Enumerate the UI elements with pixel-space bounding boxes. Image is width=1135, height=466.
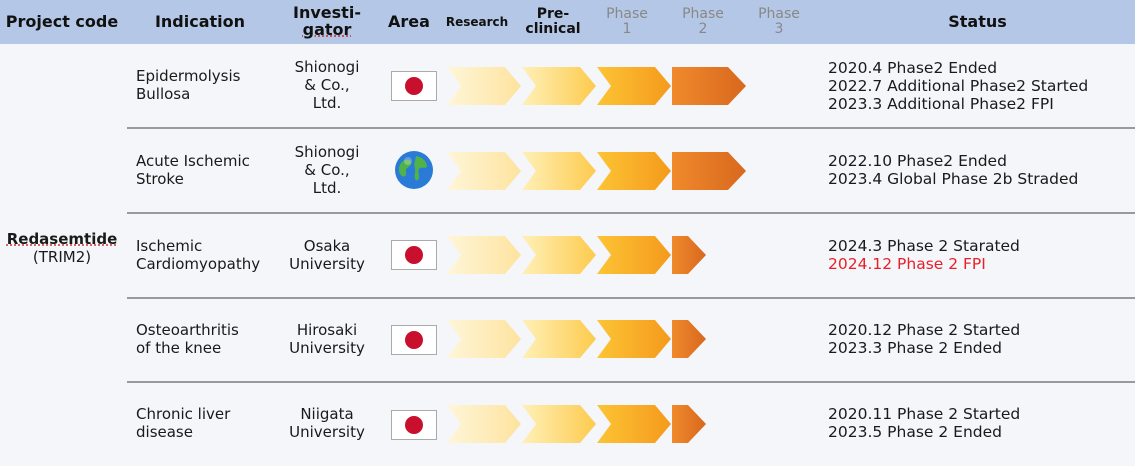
header-phase2-line2: 2 <box>698 21 708 37</box>
indication-text: Ischemic Cardiomyopathy <box>136 237 261 273</box>
header-phase1-line2: 1 <box>622 21 632 37</box>
phase2-arrow-partial <box>672 320 706 358</box>
phase2-arrow-partial <box>672 405 706 443</box>
preclinical-arrow <box>522 320 596 358</box>
status-cell: 2020.12 Phase 2 Started 2023.3 Phase 2 E… <box>828 321 1020 357</box>
header-status: Status <box>948 11 1007 31</box>
header-phase3: Phase 3 <box>746 0 812 44</box>
status-line: 2023.3 Additional Phase2 FPI <box>828 95 1054 113</box>
japan-flag-icon <box>391 410 437 440</box>
table-header: Project code Indication Investi- gator A… <box>0 0 1135 44</box>
phase1-arrow <box>597 236 671 274</box>
research-arrow <box>447 405 521 443</box>
indication-text: Epidermolysis Bullosa <box>136 67 241 103</box>
header-project-code: Project code <box>5 11 119 31</box>
header-phase2: Phase 2 <box>670 0 736 44</box>
row-divider <box>127 297 1135 299</box>
status-cell: 2020.11 Phase 2 Started 2023.5 Phase 2 E… <box>828 405 1020 441</box>
project-code-cell: Redasemtide (TRIM2) <box>0 230 124 266</box>
status-line: 2023.3 Phase 2 Ended <box>828 339 1002 357</box>
indication-text: Osteoarthritis of the knee <box>136 321 239 357</box>
status-line: 2023.4 Global Phase 2b Straded <box>828 170 1079 188</box>
status-cell: 2022.10 Phase2 Ended 2023.4 Global Phase… <box>828 152 1078 188</box>
header-phase3-line2: 3 <box>774 21 784 37</box>
status-line: 2022.7 Additional Phase2 Started <box>828 77 1089 95</box>
header-phase1-line1: Phase <box>606 6 648 23</box>
project-code: (TRIM2) <box>32 248 92 266</box>
header-phase3-line1: Phase <box>758 6 800 23</box>
phase1-arrow <box>597 152 671 190</box>
row-divider <box>127 127 1135 129</box>
header-research: Research <box>445 14 509 29</box>
investigator-text: Shionogi & Co., Ltd. <box>294 58 360 112</box>
research-arrow <box>447 236 521 274</box>
header-area: Area <box>388 11 430 31</box>
header-preclinical: Pre- clinical <box>520 0 586 44</box>
status-line: 2020.11 Phase 2 Started <box>828 405 1021 423</box>
investigator-text: Osaka University <box>289 237 365 273</box>
phase1-arrow <box>597 405 671 443</box>
status-line: 2020.12 Phase 2 Started <box>828 321 1021 339</box>
header-preclinical-line2: clinical <box>525 21 581 37</box>
phase1-arrow <box>597 320 671 358</box>
japan-flag-icon <box>391 325 437 355</box>
indication-text: Acute Ischemic Stroke <box>136 152 250 188</box>
status-line: 2023.5 Phase 2 Ended <box>828 423 1002 441</box>
preclinical-arrow <box>522 236 596 274</box>
status-cell: 2020.4 Phase2 Ended 2022.7 Additional Ph… <box>828 59 1088 113</box>
header-phase1: Phase 1 <box>594 0 660 44</box>
japan-flag-icon <box>391 71 437 101</box>
table-row: Chronic liver disease Niigata University… <box>127 383 1135 466</box>
header-investigator-line2: gator <box>302 20 352 39</box>
preclinical-arrow <box>522 67 596 105</box>
header-preclinical-line1: Pre- <box>536 6 570 23</box>
table-row: Osteoarthritis of the knee Hirosaki Univ… <box>127 299 1135 381</box>
investigator-text: Shionogi & Co., Ltd. <box>294 143 360 197</box>
status-line: 2022.10 Phase2 Ended <box>828 152 1007 170</box>
phase2-arrow <box>672 67 746 105</box>
phase2-arrow <box>672 152 746 190</box>
globe-icon <box>395 151 433 189</box>
indication-text: Chronic liver disease <box>136 405 231 441</box>
status-line: 2020.4 Phase2 Ended <box>828 59 998 77</box>
status-cell: 2024.3 Phase 2 Starated 2024.12 Phase 2 … <box>828 237 1020 273</box>
header-investigator-line1: Investi- <box>293 3 361 23</box>
header-indication: Indication <box>154 11 246 31</box>
row-divider <box>127 212 1135 214</box>
phase1-arrow <box>597 67 671 105</box>
japan-flag-icon <box>391 240 437 270</box>
header-investigator: Investi- gator <box>272 0 382 44</box>
research-arrow <box>447 320 521 358</box>
preclinical-arrow <box>522 405 596 443</box>
research-arrow <box>447 152 521 190</box>
phase2-arrow-partial <box>672 236 706 274</box>
research-arrow <box>447 67 521 105</box>
investigator-text: Hirosaki University <box>289 321 365 357</box>
table-row: Acute Ischemic Stroke Shionogi & Co., Lt… <box>127 129 1135 212</box>
investigator-text: Niigata University <box>289 405 365 441</box>
row-divider <box>127 381 1135 383</box>
preclinical-arrow <box>522 152 596 190</box>
header-phase2-line1: Phase <box>682 6 724 23</box>
table-row: Ischemic Cardiomyopathy Osaka University… <box>127 214 1135 297</box>
status-line-highlight: 2024.12 Phase 2 FPI <box>828 255 986 273</box>
table-row: Epidermolysis Bullosa Shionogi & Co., Lt… <box>127 44 1135 127</box>
status-line: 2024.3 Phase 2 Starated <box>828 237 1020 255</box>
project-name: Redasemtide <box>6 230 118 248</box>
